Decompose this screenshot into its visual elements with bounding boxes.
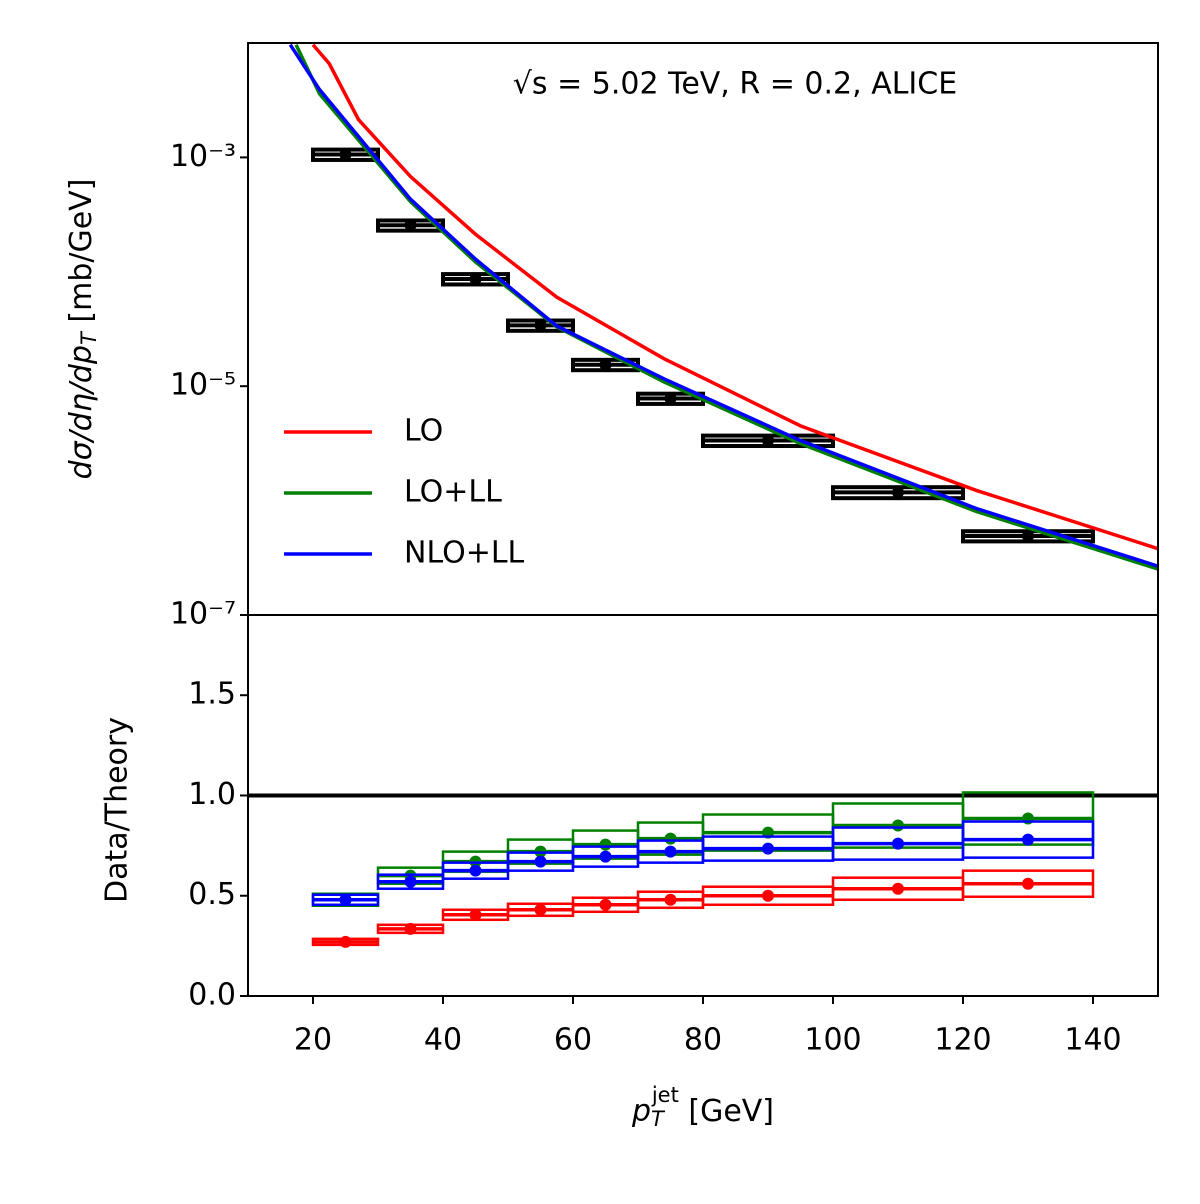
ratio-frame (247, 614, 1159, 997)
curve (311, 43, 1158, 551)
x-label-unit: [GeV] (679, 1094, 774, 1129)
y-tick-label: 1.0 (188, 777, 236, 812)
data-point (339, 148, 352, 161)
x-tick-label: 80 (684, 1023, 722, 1058)
data-point (664, 392, 677, 405)
legend-label: LO (404, 414, 443, 449)
ratio-point (404, 875, 417, 888)
ratio-point (469, 908, 482, 921)
x-tick-label: 60 (554, 1023, 592, 1058)
ratio-point (534, 903, 547, 916)
ratio-point (404, 922, 417, 935)
data-point (599, 358, 612, 371)
data-point (892, 486, 904, 499)
axes: LO LO+LL NLO+LL 10⁻⁷ 10⁻⁵ 10⁻³ 0.0 0.5 1.0 1.5 20 4… (170, 42, 1159, 1058)
ratio-point (599, 838, 612, 851)
legend-label: NLO+LL (404, 536, 525, 571)
ratio-point (599, 898, 612, 911)
x-tick-label: 40 (424, 1023, 462, 1058)
ratio-point (892, 882, 904, 895)
ratio-point (339, 893, 352, 906)
x-label: pTjet [GeV] (631, 1083, 774, 1131)
ratio-point (762, 889, 774, 902)
annotation: √s = 5.02 TeV, R = 0.2, ALICE (513, 67, 957, 102)
data-point (762, 434, 774, 447)
y-tick-label: 0.0 (188, 978, 236, 1013)
x-tick-label: 100 (804, 1023, 861, 1058)
curve (288, 43, 1158, 568)
y-tick-label: 10⁻³ (170, 139, 236, 174)
top-plot (288, 43, 1158, 571)
ratio-point (762, 842, 774, 855)
ratio-point (469, 864, 482, 877)
ratio-point (1022, 877, 1034, 890)
data-point (469, 273, 482, 286)
ratio-plot (248, 791, 1158, 948)
data-point (534, 319, 547, 332)
ratio-point (664, 845, 677, 858)
y-tick-label: 10⁻⁵ (170, 368, 236, 403)
data-point (404, 219, 417, 232)
y-tick-label: 0.5 (188, 877, 236, 912)
x-label-sub: T (651, 1107, 666, 1131)
ratio-point (664, 832, 677, 845)
data-point (1022, 530, 1034, 543)
legend-label: LO+LL (404, 475, 502, 510)
y-label: dσ/dη/dpT [mb/GeV] (64, 179, 102, 480)
y-label: Data/Theory (100, 717, 135, 903)
ratio-point (1022, 833, 1034, 846)
ratio-point (664, 893, 677, 906)
top-frame (247, 42, 1159, 616)
ratio-point (339, 935, 352, 948)
x-label-sup: jet (651, 1083, 679, 1107)
y-label-sub: T (77, 330, 101, 345)
y-label-unit: [mb/GeV] (64, 179, 99, 333)
ratio-point (534, 855, 547, 868)
y-tick-label: 1.5 (188, 677, 236, 712)
x-tick-label: 120 (934, 1023, 991, 1058)
x-tick-label: 140 (1064, 1023, 1121, 1058)
ratio-point (892, 819, 904, 832)
ratio-point (599, 850, 612, 863)
y-label-main: dσ/dη/dp (64, 345, 99, 479)
y-tick-label: 10⁻⁷ (170, 597, 236, 632)
x-label-main: p (631, 1094, 651, 1129)
x-tick-label: 20 (294, 1023, 332, 1058)
ratio-point (892, 837, 904, 850)
